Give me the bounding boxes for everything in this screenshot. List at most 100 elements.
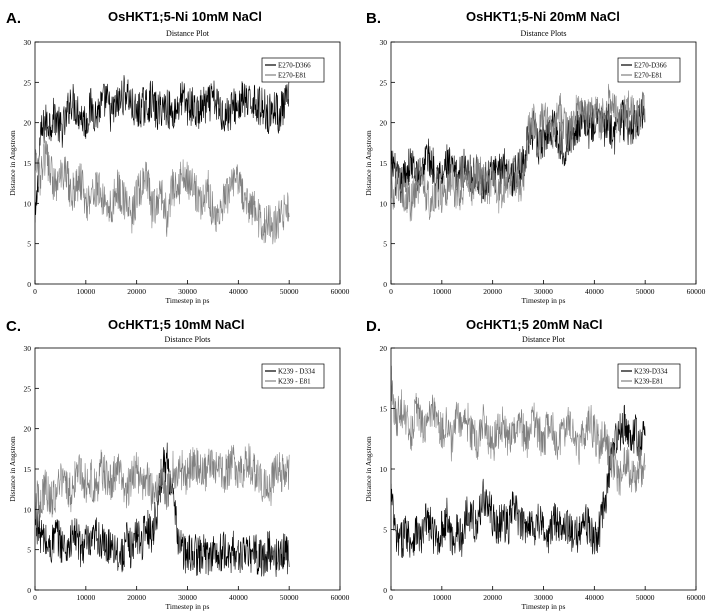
y-tick-label: 0 [27, 280, 31, 289]
legend-entry: K239 - D334 [278, 368, 315, 376]
x-tick-label: 60000 [331, 287, 350, 296]
plot-title: Distance Plot [166, 29, 210, 38]
x-tick-label: 0 [33, 593, 37, 602]
y-tick-label: 30 [24, 344, 32, 353]
series-line [35, 443, 290, 522]
y-tick-label: 5 [383, 526, 387, 535]
y-tick-label: 20 [24, 119, 32, 128]
x-tick-label: 50000 [280, 593, 299, 602]
y-tick-label: 15 [380, 159, 388, 168]
x-tick-label: 30000 [534, 593, 553, 602]
x-tick-label: 0 [389, 287, 393, 296]
series-line [35, 442, 290, 577]
x-tick-label: 20000 [127, 593, 146, 602]
y-tick-label: 25 [24, 384, 32, 393]
x-tick-label: 20000 [127, 287, 146, 296]
legend-box [261, 363, 325, 389]
panel-letter: A. [6, 10, 21, 27]
chart-d: Distance Plot 0 10000 20000 30000 40000 50000 6… [364, 335, 706, 611]
y-axis-label: Distance in Angstrom [364, 436, 373, 502]
plot-title: Distance Plots [521, 29, 567, 38]
x-tick-label: 40000 [585, 287, 604, 296]
panel-c: C. OcHKT1;5 10mM NaCl Distance Plots 0 100… [0, 306, 356, 613]
panel-d: D. OcHKT1;5 20mM NaCl Distance Plot 0 1000… [356, 306, 712, 613]
chart-a: Distance Plot 0 10000 20000 30000 40000 50000 6… [8, 29, 350, 305]
x-tick-label: 30000 [534, 287, 553, 296]
legend-box [617, 363, 681, 389]
series-line [35, 75, 290, 223]
plot-title: Distance Plots [165, 335, 211, 344]
y-tick-label: 10 [24, 505, 32, 514]
panel-letter: C. [6, 318, 21, 335]
y-tick-label: 5 [27, 546, 31, 555]
y-tick-label: 10 [24, 199, 32, 208]
x-tick-label: 50000 [636, 593, 655, 602]
x-axis-label: Timestep in ps [522, 602, 566, 611]
x-tick-label: 40000 [229, 287, 248, 296]
panel-letter: B. [366, 10, 381, 27]
y-tick-label: 10 [380, 465, 388, 474]
x-tick-label: 20000 [483, 593, 502, 602]
plot-title: Distance Plot [522, 335, 566, 344]
x-tick-label: 10000 [76, 593, 95, 602]
series-line [35, 140, 290, 245]
x-tick-label: 50000 [636, 287, 655, 296]
legend-entry: K239-D334 [634, 368, 668, 376]
legend-entry: E270-D366 [278, 62, 311, 70]
y-tick-label: 25 [24, 78, 32, 87]
series-line [391, 365, 646, 496]
panel-heading: OcHKT1;5 10mM NaCl [108, 317, 245, 332]
x-tick-label: 60000 [331, 593, 350, 602]
legend-box [617, 57, 681, 83]
series-line [391, 92, 646, 204]
y-tick-label: 25 [380, 78, 388, 87]
legend-entry: E270-D366 [634, 62, 667, 70]
x-tick-label: 40000 [229, 593, 248, 602]
y-tick-label: 15 [24, 465, 32, 474]
y-tick-label: 20 [24, 425, 32, 434]
x-tick-label: 0 [33, 287, 37, 296]
x-tick-label: 10000 [432, 287, 451, 296]
x-tick-label: 20000 [483, 287, 502, 296]
series-line [391, 83, 646, 222]
chart-c: Distance Plots 0 10000 20000 30000 40000 50000… [8, 335, 350, 611]
y-tick-label: 30 [380, 38, 388, 47]
y-tick-label: 5 [383, 240, 387, 249]
y-tick-label: 15 [24, 159, 32, 168]
y-tick-label: 0 [383, 586, 387, 595]
x-tick-label: 30000 [178, 287, 197, 296]
y-tick-label: 0 [27, 586, 31, 595]
panel-heading: OsHKT1;5-Ni 20mM NaCl [466, 9, 620, 24]
y-tick-label: 5 [27, 240, 31, 249]
x-tick-label: 30000 [178, 593, 197, 602]
x-tick-label: 10000 [76, 287, 95, 296]
x-axis-label: Timestep in ps [166, 602, 210, 611]
y-axis-label: Distance in Angstrom [8, 436, 17, 502]
x-tick-label: 10000 [432, 593, 451, 602]
legend-entry: K239 - E81 [278, 378, 311, 386]
x-axis-label: Timestep in ps [522, 296, 566, 305]
panel-b: B. OsHKT1;5-Ni 20mM NaCl Distance Plots 0… [356, 0, 712, 306]
legend-entry: K239-E81 [634, 378, 664, 386]
legend-entry: E270-E81 [634, 72, 663, 80]
y-tick-label: 15 [380, 405, 388, 414]
panel-heading: OsHKT1;5-Ni 10mM NaCl [108, 9, 262, 24]
legend-box [261, 57, 325, 83]
y-tick-label: 20 [380, 119, 388, 128]
x-tick-label: 40000 [585, 593, 604, 602]
series-line [391, 404, 646, 559]
y-tick-label: 0 [383, 280, 387, 289]
x-tick-label: 60000 [687, 593, 706, 602]
x-axis-label: Timestep in ps [166, 296, 210, 305]
y-tick-label: 20 [380, 344, 388, 353]
x-tick-label: 0 [389, 593, 393, 602]
panel-a: A. OsHKT1;5-Ni 10mM NaCl Distance Plot 0 1… [0, 0, 356, 306]
y-tick-label: 10 [380, 199, 388, 208]
x-tick-label: 60000 [687, 287, 706, 296]
panel-heading: OcHKT1;5 20mM NaCl [466, 317, 603, 332]
panel-letter: D. [366, 318, 381, 335]
chart-b: Distance Plots 0 10000 20000 30000 40000 50000… [364, 29, 706, 305]
legend-entry: E270-E81 [278, 72, 307, 80]
y-axis-label: Distance in Angstrom [8, 130, 17, 196]
y-tick-label: 30 [24, 38, 32, 47]
